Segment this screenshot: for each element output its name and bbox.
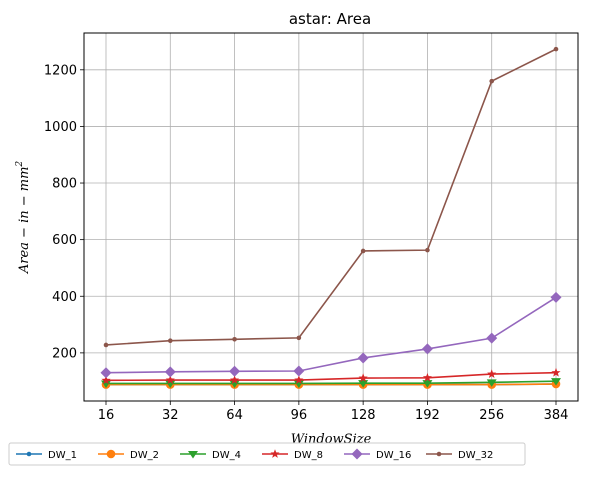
y-tick-label: 200 [52,346,77,361]
x-tick-label: 192 [415,408,440,423]
legend-label: DW_32 [458,450,493,461]
x-tick-label: 128 [351,408,376,423]
y-axis-ticks: 200 400 600 800 1000 1200 [44,63,84,361]
data-point [167,338,173,344]
legend-item: DW_1 [16,450,77,461]
legend-swatch-marker [436,451,442,457]
data-point [551,378,561,386]
data-point [422,372,432,382]
data-point [486,332,498,344]
data-point [165,380,176,388]
data-point [230,375,240,384]
data-point [489,78,495,84]
data-point [103,342,109,348]
grid-lines [84,33,578,401]
data-point [421,343,433,355]
series-line [106,380,557,385]
legend-label: DW_1 [48,450,77,461]
data-point [486,379,497,387]
series-DW_16 [100,291,562,379]
legend-swatch-marker [270,449,280,458]
legend-label: DW_8 [294,450,323,461]
y-tick-label: 400 [52,290,77,305]
data-point [425,247,430,253]
data-point [101,375,111,385]
series-DW_4 [101,378,561,388]
data-point [422,380,433,388]
data-point [551,367,561,377]
series-DW_8 [101,367,561,385]
data-point [296,335,302,341]
legend-item: DW_8 [262,449,323,461]
plot-frame [83,32,579,402]
x-tick-label: 32 [162,408,179,423]
data-series [100,46,562,389]
y-axis-label-main: Area − in − mm [17,167,32,275]
legend-item: DW_2 [98,449,159,461]
y-tick-label: 1000 [44,120,77,135]
series-line [106,383,557,386]
legend-swatch-marker [351,448,363,460]
data-point [293,365,305,377]
legend-label: DW_4 [212,450,241,461]
data-point [229,365,241,377]
data-point [357,352,369,364]
series-line [105,296,557,374]
data-point [100,367,112,379]
data-point [553,46,559,52]
legend-label: DW_16 [376,450,411,461]
legend-swatch-marker [188,451,198,459]
data-point [294,375,304,384]
series-DW_32 [103,46,559,348]
x-tick-label: 16 [98,408,115,423]
y-axis-label: Area − in − mm2 [15,161,32,275]
y-axis-label-superscript: 2 [15,161,25,168]
series-line [105,48,557,346]
legend-label: DW_2 [130,450,159,461]
data-point [358,373,368,382]
data-point [487,369,497,378]
chart-title: astar: Area [289,10,371,28]
data-point [232,336,237,342]
legend-item: DW_32 [426,450,493,461]
data-point [101,380,111,388]
y-tick-label: 600 [52,233,77,248]
y-tick-label: 800 [52,177,77,192]
series-line [105,371,557,382]
data-point [360,248,366,254]
data-point [293,380,304,388]
x-tick-label: 96 [291,408,308,423]
legend-item: DW_16 [344,448,411,461]
legend-swatch-marker [26,451,32,457]
x-tick-label: 256 [479,408,504,423]
x-axis-ticks: 16 32 64 96 128 192 256 384 [98,401,569,423]
legend-item: DW_4 [180,450,241,461]
data-point [165,375,175,384]
data-point [358,380,369,388]
x-tick-label: 64 [226,408,243,423]
data-point [164,366,176,378]
x-tick-label: 384 [544,408,569,423]
y-tick-label: 1200 [44,63,77,78]
legend-swatch-marker [106,449,116,459]
data-point [550,291,562,303]
legend: DW_1 DW_2 DW_4 DW_8 DW_16 DW_32 [16,448,493,461]
data-point [229,380,240,388]
